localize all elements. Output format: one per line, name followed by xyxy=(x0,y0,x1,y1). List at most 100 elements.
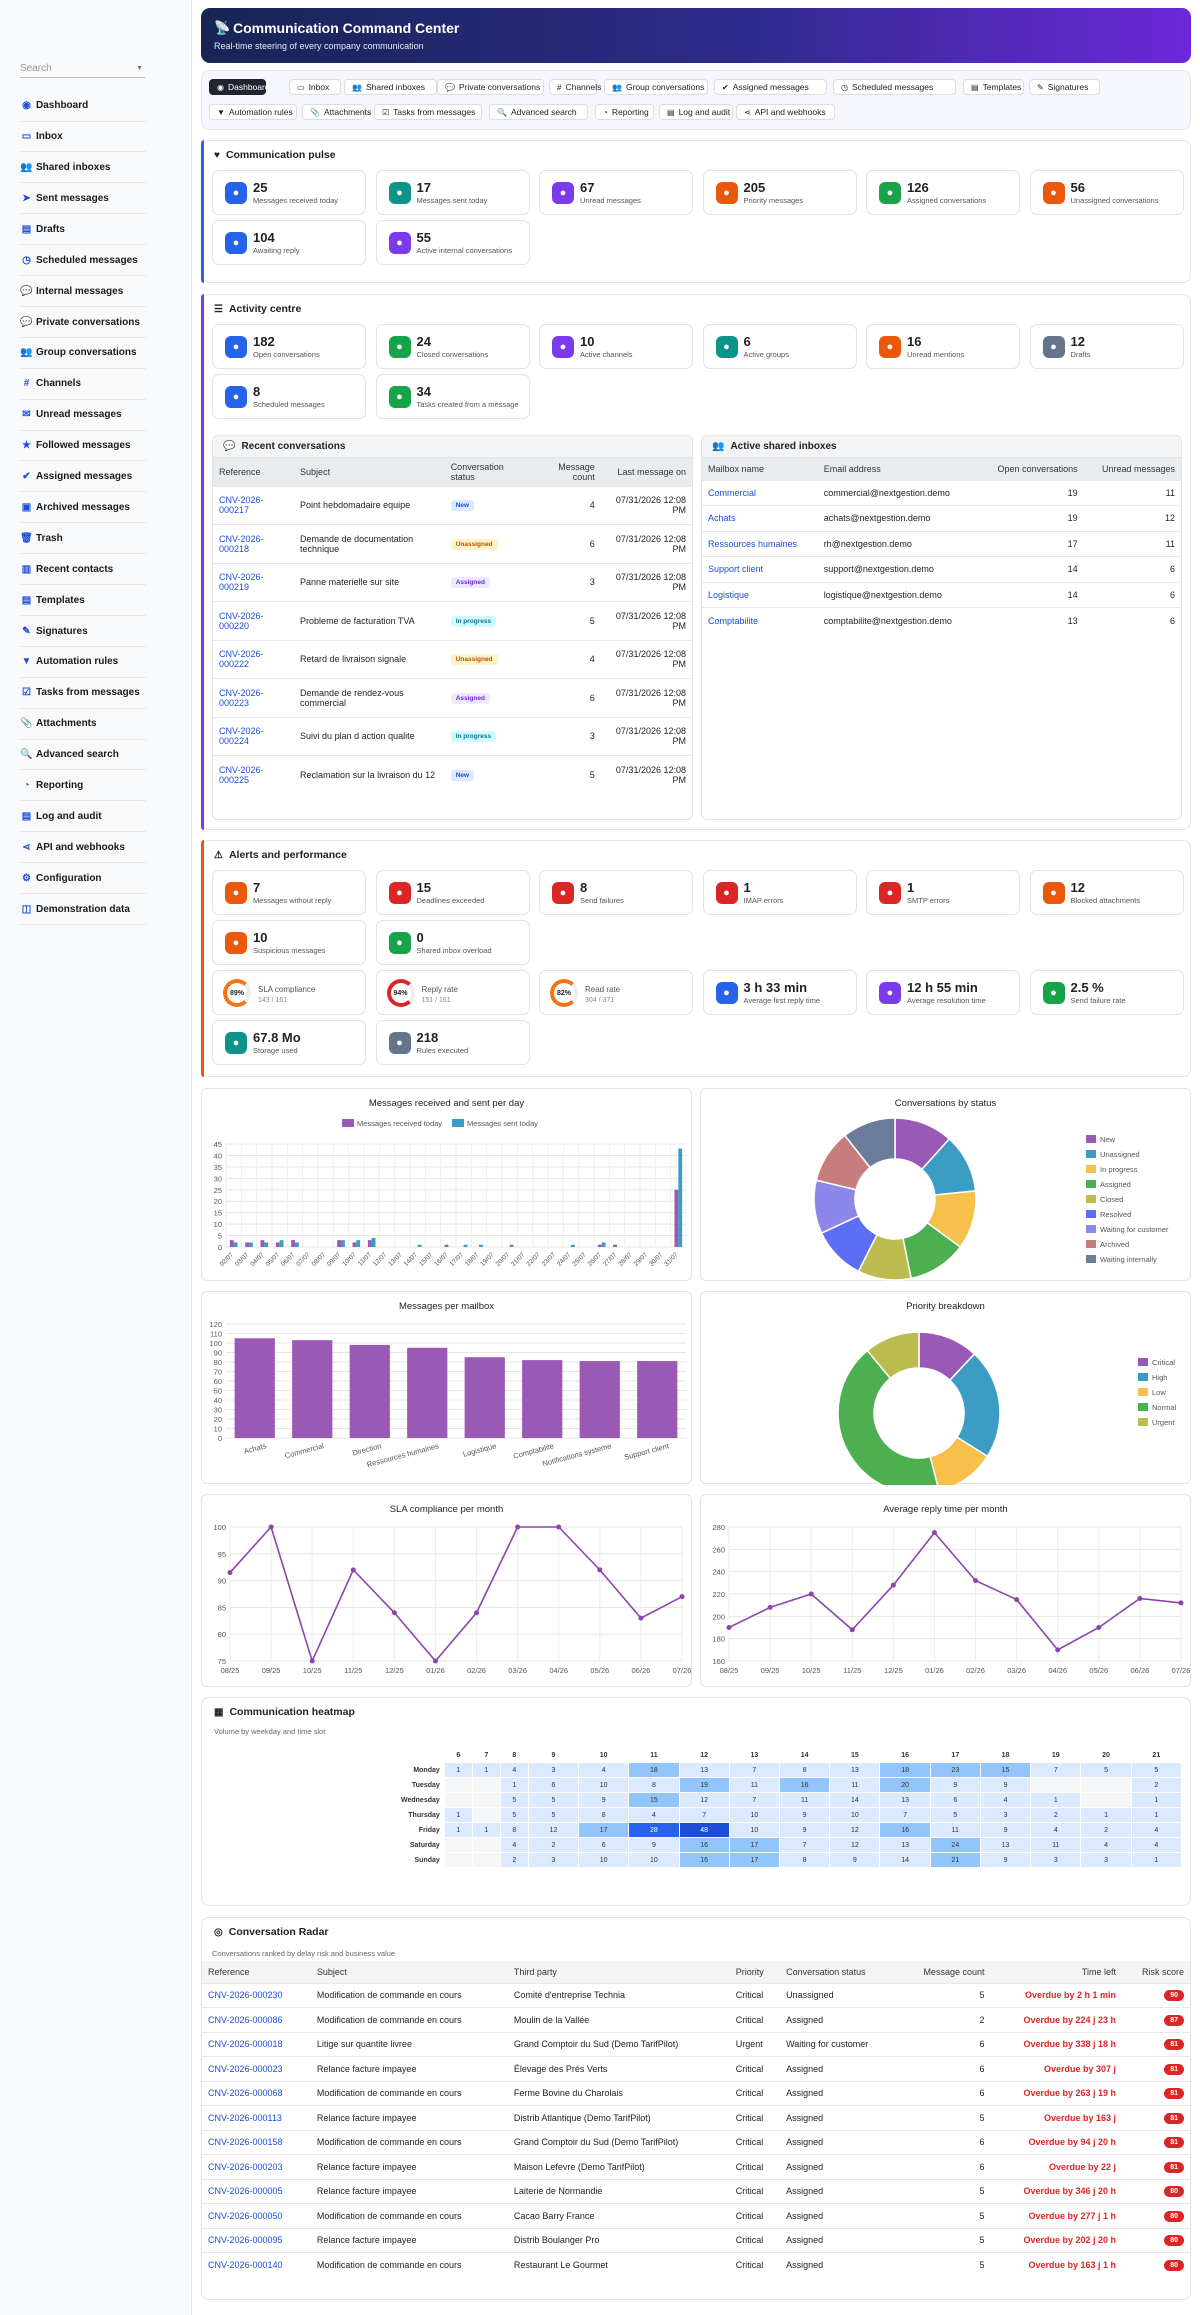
reference-link[interactable]: CNV-2026-000068 xyxy=(202,2080,311,2106)
reference-link[interactable]: CNV-2026-000223 xyxy=(213,678,295,717)
sidebar-item-recent-contacts[interactable]: ▥ Recent contacts xyxy=(20,555,146,586)
heatmap-cell[interactable]: 7 xyxy=(879,1807,931,1823)
kpi-card[interactable]: ● 12 Drafts xyxy=(1029,324,1184,369)
heatmap-cell[interactable]: 5 xyxy=(499,1807,529,1823)
mailbox-link[interactable]: Logistique xyxy=(702,581,818,608)
column-header[interactable]: Subject xyxy=(310,1961,508,1983)
metric-card[interactable]: ● 12 h 55 min Average resolution time xyxy=(866,970,1020,1015)
column-header[interactable]: Message count xyxy=(531,458,601,486)
heatmap-cell[interactable]: 12 xyxy=(829,1837,881,1853)
reference-link[interactable]: CNV-2026-000224 xyxy=(213,716,295,756)
sidebar-item-internal-messages[interactable]: 💬 Internal messages xyxy=(20,276,146,307)
heatmap-cell[interactable]: 10 xyxy=(578,1852,630,1868)
ring-card[interactable]: 82% Read rate 304 / 371 xyxy=(539,970,693,1015)
heatmap-cell[interactable]: 12 xyxy=(527,1822,580,1838)
heatmap-cell[interactable] xyxy=(443,1837,473,1853)
heatmap-cell[interactable]: 1 xyxy=(1130,1792,1183,1808)
table-row[interactable]: CNV-2026-000050 Modification de commande … xyxy=(202,2203,1190,2228)
tab-shared-inboxes[interactable]: 👥 Shared inboxes xyxy=(344,79,437,95)
heatmap-cell[interactable]: 1 xyxy=(471,1762,501,1778)
table-row[interactable]: CNV-2026-000005 Relance facture impayee La… xyxy=(202,2178,1190,2204)
sidebar-item-templates[interactable]: ▤ Templates xyxy=(20,585,146,616)
sidebar-item-scheduled-messages[interactable]: ◷ Scheduled messages xyxy=(20,246,146,277)
mailbox-link[interactable]: Comptabilite xyxy=(702,607,818,633)
reference-link[interactable]: CNV-2026-000230 xyxy=(202,1982,311,2008)
kpi-card[interactable]: ● 6 Active groups xyxy=(702,324,857,369)
tab-attachments[interactable]: 📎 Attachments xyxy=(302,104,371,120)
heatmap-cell[interactable]: 4 xyxy=(1030,1822,1082,1838)
column-header[interactable]: Subject xyxy=(294,458,445,486)
heatmap-cell[interactable]: 11 xyxy=(929,1822,981,1838)
tab-inbox[interactable]: ▭ Inbox xyxy=(289,79,341,95)
heatmap-cell[interactable]: 18 xyxy=(879,1762,931,1778)
heatmap-cell[interactable]: 17 xyxy=(578,1822,630,1838)
table-row[interactable]: CNV-2026-000220 Probleme de facturation T… xyxy=(213,601,692,640)
kpi-card[interactable]: ● 0 Shared inbox overload xyxy=(375,920,530,965)
heatmap-cell[interactable]: 1 xyxy=(443,1807,473,1823)
kpi-card[interactable]: ● 10 Active channels xyxy=(539,324,693,369)
heatmap-cell[interactable]: 13 xyxy=(829,1762,881,1778)
heatmap-cell[interactable]: 18 xyxy=(628,1762,680,1778)
kpi-card[interactable]: ● 126 Assigned conversations xyxy=(866,170,1020,215)
heatmap-cell[interactable] xyxy=(443,1777,473,1793)
heatmap-cell[interactable]: 3 xyxy=(1080,1852,1132,1868)
kpi-card[interactable]: ● 67 Unread messages xyxy=(539,170,693,215)
sidebar-item-inbox[interactable]: ▭ Inbox xyxy=(20,122,146,153)
kpi-card[interactable]: ● 182 Open conversations xyxy=(212,324,366,369)
sidebar-item-advanced-search[interactable]: 🔍 Advanced search xyxy=(20,740,146,771)
sidebar-item-log-and-audit[interactable]: ▤ Log and audit xyxy=(20,802,146,833)
table-row[interactable]: CNV-2026-000218 Demande de documentation … xyxy=(213,524,692,563)
ring-card[interactable]: 89% SLA compliance 143 / 161 xyxy=(212,970,366,1015)
table-row[interactable]: Commercial commercial@nextgestion.demo 19 1… xyxy=(702,479,1181,506)
heatmap-cell[interactable]: 5 xyxy=(929,1807,981,1823)
reference-link[interactable]: CNV-2026-000005 xyxy=(202,2178,311,2204)
heatmap-cell[interactable] xyxy=(1080,1777,1132,1793)
metric-card[interactable]: ● 218 Rules executed xyxy=(375,1020,530,1065)
kpi-card[interactable]: ● 56 Unassigned conversations xyxy=(1029,170,1184,215)
heatmap-cell[interactable]: 10 xyxy=(728,1822,781,1838)
heatmap-cell[interactable]: 8 xyxy=(778,1852,831,1868)
reference-link[interactable]: CNV-2026-000225 xyxy=(213,755,295,794)
heatmap-cell[interactable]: 24 xyxy=(929,1837,981,1853)
sidebar-item-channels[interactable]: # Channels xyxy=(20,369,146,400)
heatmap-cell[interactable]: 1 xyxy=(1130,1807,1183,1823)
table-row[interactable]: CNV-2026-000113 Relance facture impayee Di… xyxy=(202,2105,1190,2130)
table-row[interactable]: CNV-2026-000223 Demande de rendez-vous co… xyxy=(213,678,692,717)
heatmap-cell[interactable]: 10 xyxy=(628,1852,680,1868)
heatmap-cell[interactable]: 9 xyxy=(778,1807,831,1823)
column-header[interactable]: Last message on xyxy=(600,458,692,486)
kpi-card[interactable]: ● 12 Blocked attachments xyxy=(1029,870,1184,915)
tab-signatures[interactable]: ✎ Signatures xyxy=(1029,79,1100,95)
heatmap-cell[interactable]: 9 xyxy=(578,1792,630,1808)
heatmap-cell[interactable]: 9 xyxy=(979,1822,1032,1838)
heatmap-cell[interactable] xyxy=(471,1837,501,1853)
table-row[interactable]: CNV-2026-000140 Modification de commande … xyxy=(202,2252,1190,2277)
sidebar-item-sent-messages[interactable]: ➤ Sent messages xyxy=(20,184,146,215)
tab-reporting[interactable]: ◔ Reporting xyxy=(595,104,654,120)
kpi-card[interactable]: ● 24 Closed conversations xyxy=(375,324,530,369)
kpi-card[interactable]: ● 55 Active internal conversations xyxy=(375,220,530,265)
heatmap-cell[interactable]: 48 xyxy=(678,1822,730,1838)
heatmap-cell[interactable]: 13 xyxy=(879,1837,931,1853)
heatmap-cell[interactable]: 2 xyxy=(1030,1807,1082,1823)
heatmap-cell[interactable]: 3 xyxy=(979,1807,1032,1823)
heatmap-cell[interactable]: 16 xyxy=(879,1822,931,1838)
heatmap-cell[interactable]: 11 xyxy=(829,1777,881,1793)
tab-api-and-webhooks[interactable]: ⋖ API and webhooks xyxy=(736,104,835,120)
heatmap-cell[interactable]: 7 xyxy=(678,1807,730,1823)
heatmap-cell[interactable]: 15 xyxy=(979,1762,1032,1778)
heatmap-cell[interactable]: 6 xyxy=(527,1777,580,1793)
heatmap-cell[interactable]: 12 xyxy=(678,1792,730,1808)
heatmap-cell[interactable]: 17 xyxy=(728,1852,781,1868)
tab-log-and-audit[interactable]: ▤ Log and audit xyxy=(659,104,733,120)
mailbox-link[interactable]: Support client xyxy=(702,556,818,582)
kpi-card[interactable]: ● 7 Messages without reply xyxy=(212,870,366,915)
kpi-card[interactable]: ● 16 Unread mentions xyxy=(866,324,1020,369)
table-row[interactable]: CNV-2026-000225 Reclamation sur la livrai… xyxy=(213,755,692,794)
heatmap-cell[interactable]: 9 xyxy=(979,1852,1032,1868)
mailbox-link[interactable]: Commercial xyxy=(702,479,818,506)
reference-link[interactable]: CNV-2026-000113 xyxy=(202,2105,311,2130)
reference-link[interactable]: CNV-2026-000086 xyxy=(202,2007,311,2032)
heatmap-cell[interactable]: 2 xyxy=(527,1837,580,1853)
metric-card[interactable]: ● 3 h 33 min Average first reply time xyxy=(702,970,857,1015)
